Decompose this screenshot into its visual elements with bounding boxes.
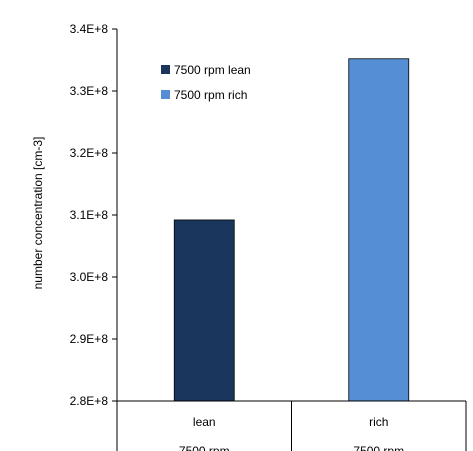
- x-axis: lean 7500 rpm rich 7500 rpm: [116, 400, 467, 451]
- y-tick-label: 2.8E+8: [70, 394, 109, 408]
- y-tick-label: 3.2E+8: [70, 146, 109, 160]
- x-group-label: 7500 rpm: [179, 444, 230, 451]
- x-group-label: 7500 rpm: [353, 444, 404, 451]
- legend-label: 7500 rpm rich: [174, 88, 247, 102]
- y-tick-label: 3.4E+8: [70, 22, 109, 36]
- legend-swatch: [161, 90, 170, 99]
- x-tick-label: rich: [369, 415, 388, 429]
- y-tick-label: 3.1E+8: [70, 208, 109, 222]
- y-axis: 2.8E+8 2.9E+8 3.0E+8 3.1E+8 3.2E+8 3.3E+8 3.4E…: [70, 22, 118, 408]
- y-tick-label: 3.3E+8: [70, 84, 109, 98]
- bar-7500-rpm-lean: [173, 219, 235, 402]
- legend-label: 7500 rpm lean: [174, 63, 251, 77]
- bars: [173, 58, 410, 402]
- y-tick-label: 2.9E+8: [70, 332, 109, 346]
- legend: 7500 rpm lean 7500 rpm rich: [161, 63, 251, 102]
- legend-swatch: [161, 65, 170, 74]
- x-tick-label: lean: [193, 415, 216, 429]
- y-axis-label: number concentration [cm-3]: [31, 137, 45, 290]
- bar-7500-rpm-rich: [348, 58, 410, 402]
- y-tick-label: 3.0E+8: [70, 270, 109, 284]
